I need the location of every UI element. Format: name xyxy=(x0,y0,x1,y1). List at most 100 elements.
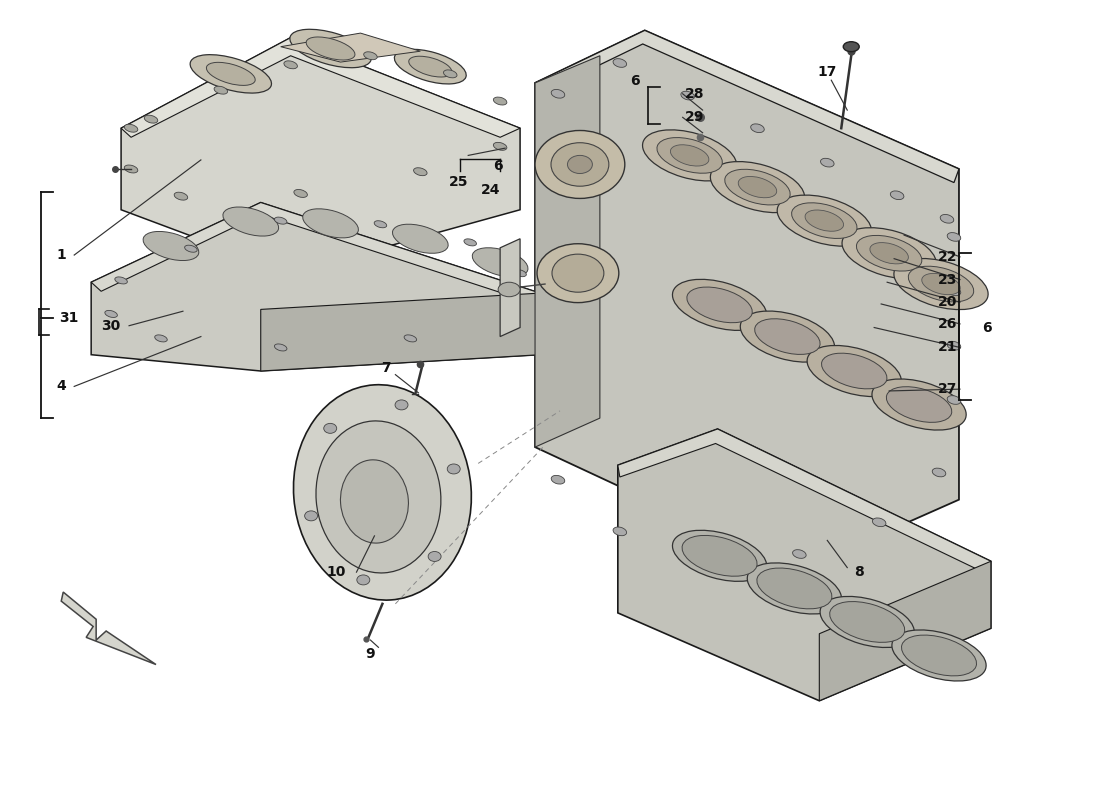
Ellipse shape xyxy=(894,258,988,310)
Ellipse shape xyxy=(155,335,167,342)
Ellipse shape xyxy=(613,58,627,67)
Ellipse shape xyxy=(947,342,960,350)
Ellipse shape xyxy=(144,115,157,123)
Ellipse shape xyxy=(143,231,199,261)
Ellipse shape xyxy=(713,557,726,566)
Ellipse shape xyxy=(829,602,904,642)
Ellipse shape xyxy=(947,396,960,404)
Ellipse shape xyxy=(807,346,901,397)
Ellipse shape xyxy=(306,37,355,60)
Ellipse shape xyxy=(642,130,737,181)
Polygon shape xyxy=(280,33,420,62)
Ellipse shape xyxy=(302,209,359,238)
Ellipse shape xyxy=(755,318,821,354)
Ellipse shape xyxy=(185,245,197,252)
Ellipse shape xyxy=(494,97,507,105)
Ellipse shape xyxy=(568,155,593,174)
Ellipse shape xyxy=(207,62,255,86)
Text: 28: 28 xyxy=(684,86,704,101)
Ellipse shape xyxy=(932,468,946,477)
Ellipse shape xyxy=(393,224,448,254)
Ellipse shape xyxy=(551,142,609,186)
Ellipse shape xyxy=(223,207,278,236)
Ellipse shape xyxy=(504,315,516,322)
Polygon shape xyxy=(500,238,520,337)
Ellipse shape xyxy=(672,279,767,330)
Ellipse shape xyxy=(124,124,138,132)
Polygon shape xyxy=(618,429,991,574)
Ellipse shape xyxy=(114,277,128,284)
Ellipse shape xyxy=(778,195,871,246)
Ellipse shape xyxy=(750,124,764,133)
Text: 21: 21 xyxy=(937,341,957,354)
Text: 6: 6 xyxy=(982,321,992,334)
Polygon shape xyxy=(535,30,959,182)
Text: 6: 6 xyxy=(630,74,639,88)
Ellipse shape xyxy=(909,266,974,302)
Ellipse shape xyxy=(316,421,441,573)
Polygon shape xyxy=(91,202,540,302)
Ellipse shape xyxy=(552,254,604,292)
Ellipse shape xyxy=(551,475,564,484)
Ellipse shape xyxy=(464,239,476,246)
Ellipse shape xyxy=(274,344,287,351)
Ellipse shape xyxy=(887,386,952,422)
Ellipse shape xyxy=(613,527,627,536)
Ellipse shape xyxy=(747,563,842,614)
Ellipse shape xyxy=(872,379,966,430)
Polygon shape xyxy=(618,429,991,701)
Text: 23: 23 xyxy=(937,273,957,286)
Ellipse shape xyxy=(681,91,694,100)
Ellipse shape xyxy=(404,335,417,342)
Ellipse shape xyxy=(174,192,188,200)
Ellipse shape xyxy=(922,274,960,294)
Ellipse shape xyxy=(670,145,708,166)
Ellipse shape xyxy=(870,242,909,264)
Polygon shape xyxy=(121,38,520,138)
Ellipse shape xyxy=(395,50,466,84)
Ellipse shape xyxy=(395,400,408,410)
Text: 20: 20 xyxy=(937,295,957,309)
Ellipse shape xyxy=(274,217,287,224)
Text: 27: 27 xyxy=(937,382,957,396)
Ellipse shape xyxy=(305,511,318,521)
Ellipse shape xyxy=(740,311,835,362)
Ellipse shape xyxy=(792,202,857,238)
Ellipse shape xyxy=(374,221,387,228)
Ellipse shape xyxy=(738,177,777,198)
Ellipse shape xyxy=(822,353,887,389)
Text: 24: 24 xyxy=(481,183,499,197)
Text: 10: 10 xyxy=(327,565,346,579)
Polygon shape xyxy=(121,38,520,273)
Polygon shape xyxy=(62,592,156,665)
Ellipse shape xyxy=(341,460,408,543)
Ellipse shape xyxy=(757,568,832,609)
Ellipse shape xyxy=(793,550,806,558)
Ellipse shape xyxy=(821,597,914,647)
Ellipse shape xyxy=(448,464,460,474)
Ellipse shape xyxy=(537,244,619,302)
Ellipse shape xyxy=(498,282,520,297)
Text: 26: 26 xyxy=(937,317,957,331)
Ellipse shape xyxy=(514,270,526,277)
Ellipse shape xyxy=(443,70,456,78)
Ellipse shape xyxy=(472,248,528,277)
Text: 1: 1 xyxy=(56,248,66,262)
Text: 4: 4 xyxy=(56,379,66,394)
Ellipse shape xyxy=(551,90,564,98)
Ellipse shape xyxy=(821,158,834,167)
Text: 30: 30 xyxy=(101,318,120,333)
Ellipse shape xyxy=(940,214,954,223)
Ellipse shape xyxy=(356,575,370,585)
Polygon shape xyxy=(91,202,540,371)
Polygon shape xyxy=(820,562,991,701)
Ellipse shape xyxy=(124,165,138,173)
Ellipse shape xyxy=(725,170,790,205)
Text: 25: 25 xyxy=(449,174,468,189)
Ellipse shape xyxy=(682,535,757,576)
Text: 22: 22 xyxy=(937,250,957,264)
Ellipse shape xyxy=(535,130,625,198)
Ellipse shape xyxy=(711,162,804,213)
Ellipse shape xyxy=(428,551,441,562)
Ellipse shape xyxy=(364,52,377,60)
